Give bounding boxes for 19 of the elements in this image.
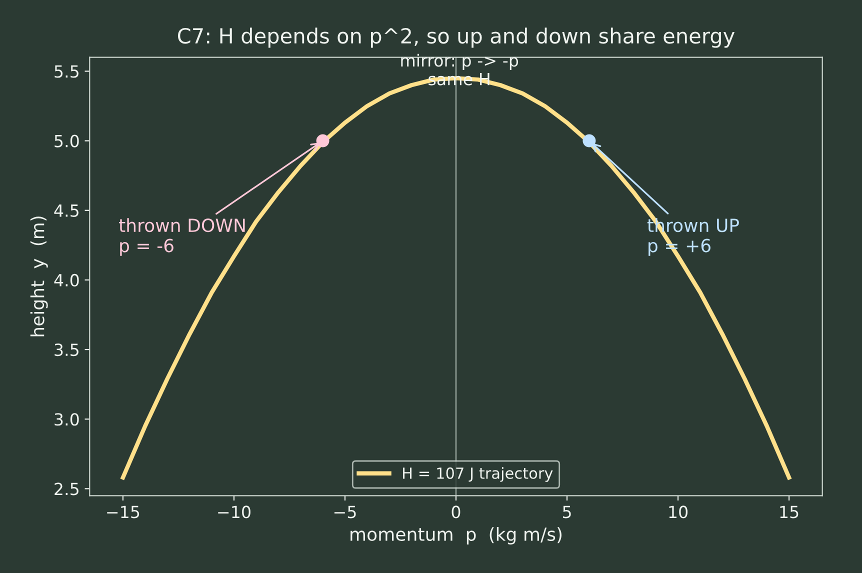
- y-tick-label: 5.5: [54, 65, 78, 78]
- x-tick-label: −15: [107, 506, 140, 518]
- annotation: thrown DOWN p = -6: [118, 218, 245, 256]
- y-tick-label: 5.0: [54, 134, 79, 148]
- y-tick-label: 2.5: [54, 482, 78, 496]
- x-tick-label: −10: [218, 506, 250, 518]
- x-tick-label: 15: [780, 506, 798, 518]
- y-tick-label: 3.5: [54, 343, 78, 356]
- x-tick-label: 0: [452, 506, 460, 518]
- y-tick-label: 3.0: [54, 413, 79, 426]
- x-tick-label: −5: [334, 506, 356, 518]
- legend-label: H = 107 J trajectory: [403, 467, 553, 482]
- x-tick-label: 5: [562, 506, 571, 518]
- x-axis-title: momentum p (kg m/s): [350, 527, 562, 545]
- chart-title: C7: H depends on p^2, so up and down share energy: [178, 28, 735, 48]
- y-axis-title: height y (m): [30, 216, 48, 336]
- y-tick-label: 4.5: [54, 204, 78, 217]
- x-tick-label: 10: [669, 506, 688, 518]
- y-tick-label: 4.0: [54, 274, 79, 287]
